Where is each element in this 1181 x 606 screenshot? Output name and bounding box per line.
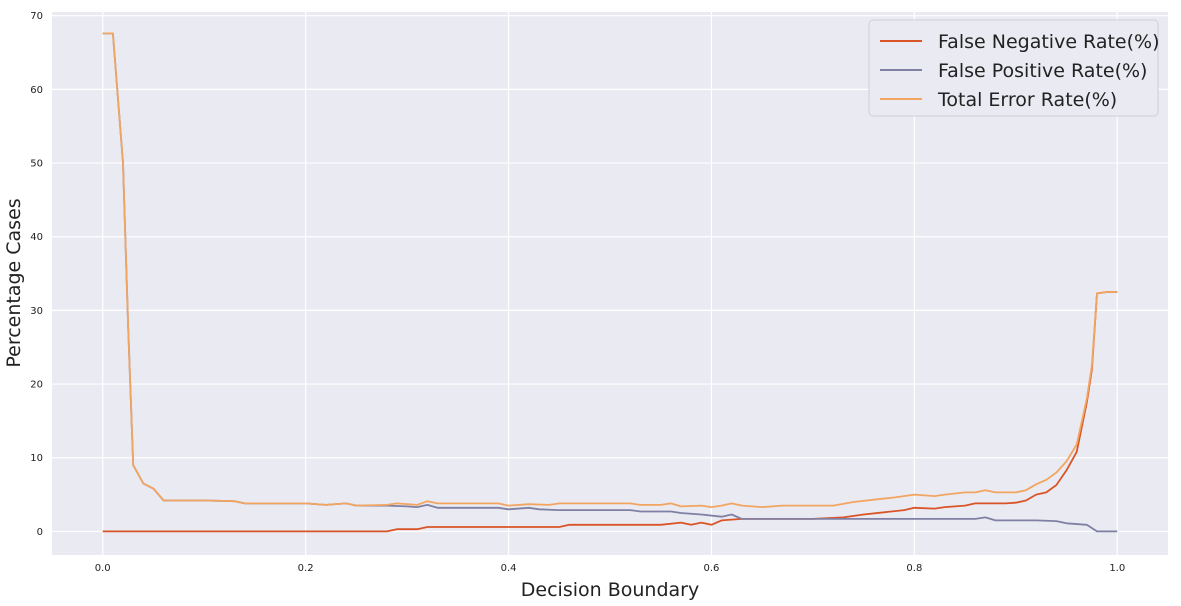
y-tick-label: 70 bbox=[30, 11, 43, 22]
y-axis-label: Percentage Cases bbox=[3, 198, 25, 367]
series-line-3 bbox=[102, 32, 1118, 509]
x-tick-label: 0.4 bbox=[501, 563, 517, 574]
y-tick-label: 20 bbox=[30, 380, 43, 391]
legend-label-2: False Positive Rate(%) bbox=[938, 60, 1147, 82]
x-tick-label: 0.6 bbox=[704, 563, 720, 574]
x-tick-label: 0.0 bbox=[95, 563, 111, 574]
legend-label-1: False Negative Rate(%) bbox=[938, 31, 1160, 53]
x-tick-label: 0.2 bbox=[298, 563, 314, 574]
tick-labels: 0.0 0.2 0.4 0.6 0.8 1.0 0 10 20 30 40 50 60 70 bbox=[30, 11, 1125, 574]
y-tick-label: 0 bbox=[37, 527, 43, 538]
x-tick-label: 0.8 bbox=[906, 563, 922, 574]
y-tick-label: 50 bbox=[30, 159, 43, 170]
x-tick-label: 1.0 bbox=[1109, 563, 1125, 574]
grid-lines bbox=[52, 12, 1168, 555]
y-tick-label: 10 bbox=[30, 453, 43, 464]
y-tick-label: 30 bbox=[30, 306, 43, 317]
legend-label-3: Total Error Rate(%) bbox=[937, 89, 1117, 111]
legend: False Negative Rate(%) False Positive Rat… bbox=[868, 19, 1160, 117]
legend-frame bbox=[868, 19, 1159, 117]
y-tick-label: 60 bbox=[30, 85, 43, 96]
series-line-1 bbox=[102, 291, 1118, 533]
series-lines bbox=[102, 32, 1118, 533]
x-axis-label: Decision Boundary bbox=[521, 579, 699, 601]
y-tick-label: 40 bbox=[30, 232, 43, 243]
